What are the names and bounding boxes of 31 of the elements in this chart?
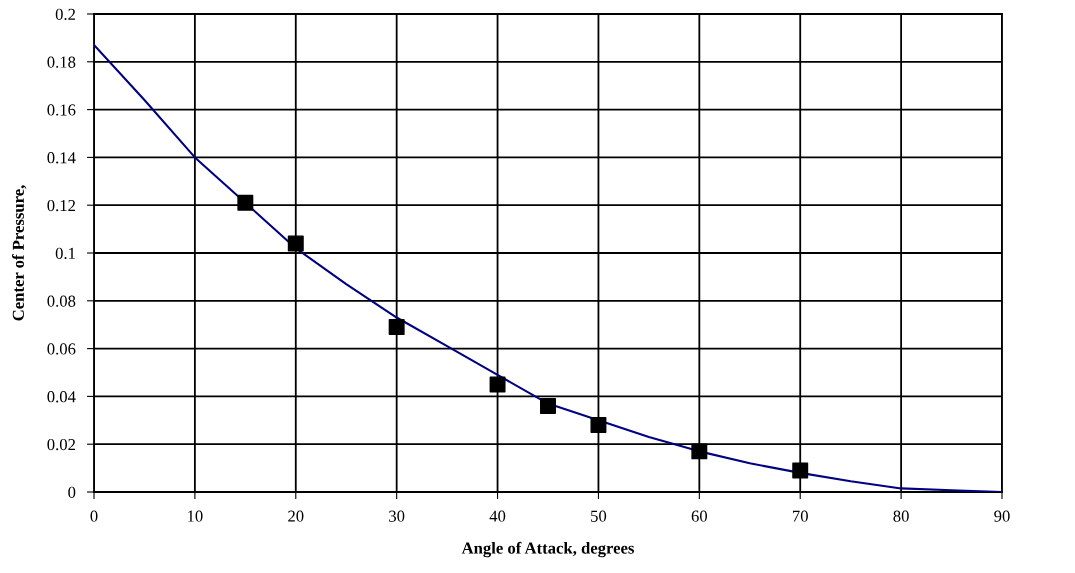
y-tick-label: 0.14 [47, 152, 76, 164]
point [388, 319, 405, 336]
y-tick-label: 0.16 [47, 104, 76, 116]
point [691, 443, 708, 460]
y-tick-label: 0.12 [47, 199, 76, 212]
x-tick-label: 10 [188, 510, 203, 522]
x-axis-title: Angle of Attack, degrees [461, 541, 634, 558]
y-tick-label: 0.04 [47, 391, 76, 403]
point [590, 417, 607, 434]
x-tick-label: 0 [90, 510, 98, 522]
point [287, 235, 304, 252]
x-tick-label: 20 [288, 510, 304, 522]
y-axis-title: Center of Pressure, [12, 185, 27, 321]
y-tick-label: 0.1 [55, 247, 75, 260]
point [237, 194, 254, 211]
x-tick-label: 30 [389, 510, 405, 522]
y-tick-label: 0.18 [47, 56, 76, 68]
y-tick-label: 0.2 [55, 8, 76, 21]
point [540, 397, 556, 414]
point [489, 376, 506, 393]
point [792, 462, 809, 479]
y-tick-label: 0.08 [47, 295, 76, 307]
y-tick-label: 0.06 [47, 343, 76, 355]
x-tick-label: 80 [893, 510, 909, 522]
y-tick-label: 0 [68, 486, 76, 498]
x-tick-label: 40 [489, 510, 506, 522]
x-tick-label: 60 [691, 510, 708, 522]
y-tick-label: 0.02 [47, 438, 76, 451]
x-tick-label: 70 [792, 510, 808, 522]
x-tick-label: 50 [591, 510, 607, 522]
x-tick-label: 90 [994, 510, 1010, 522]
